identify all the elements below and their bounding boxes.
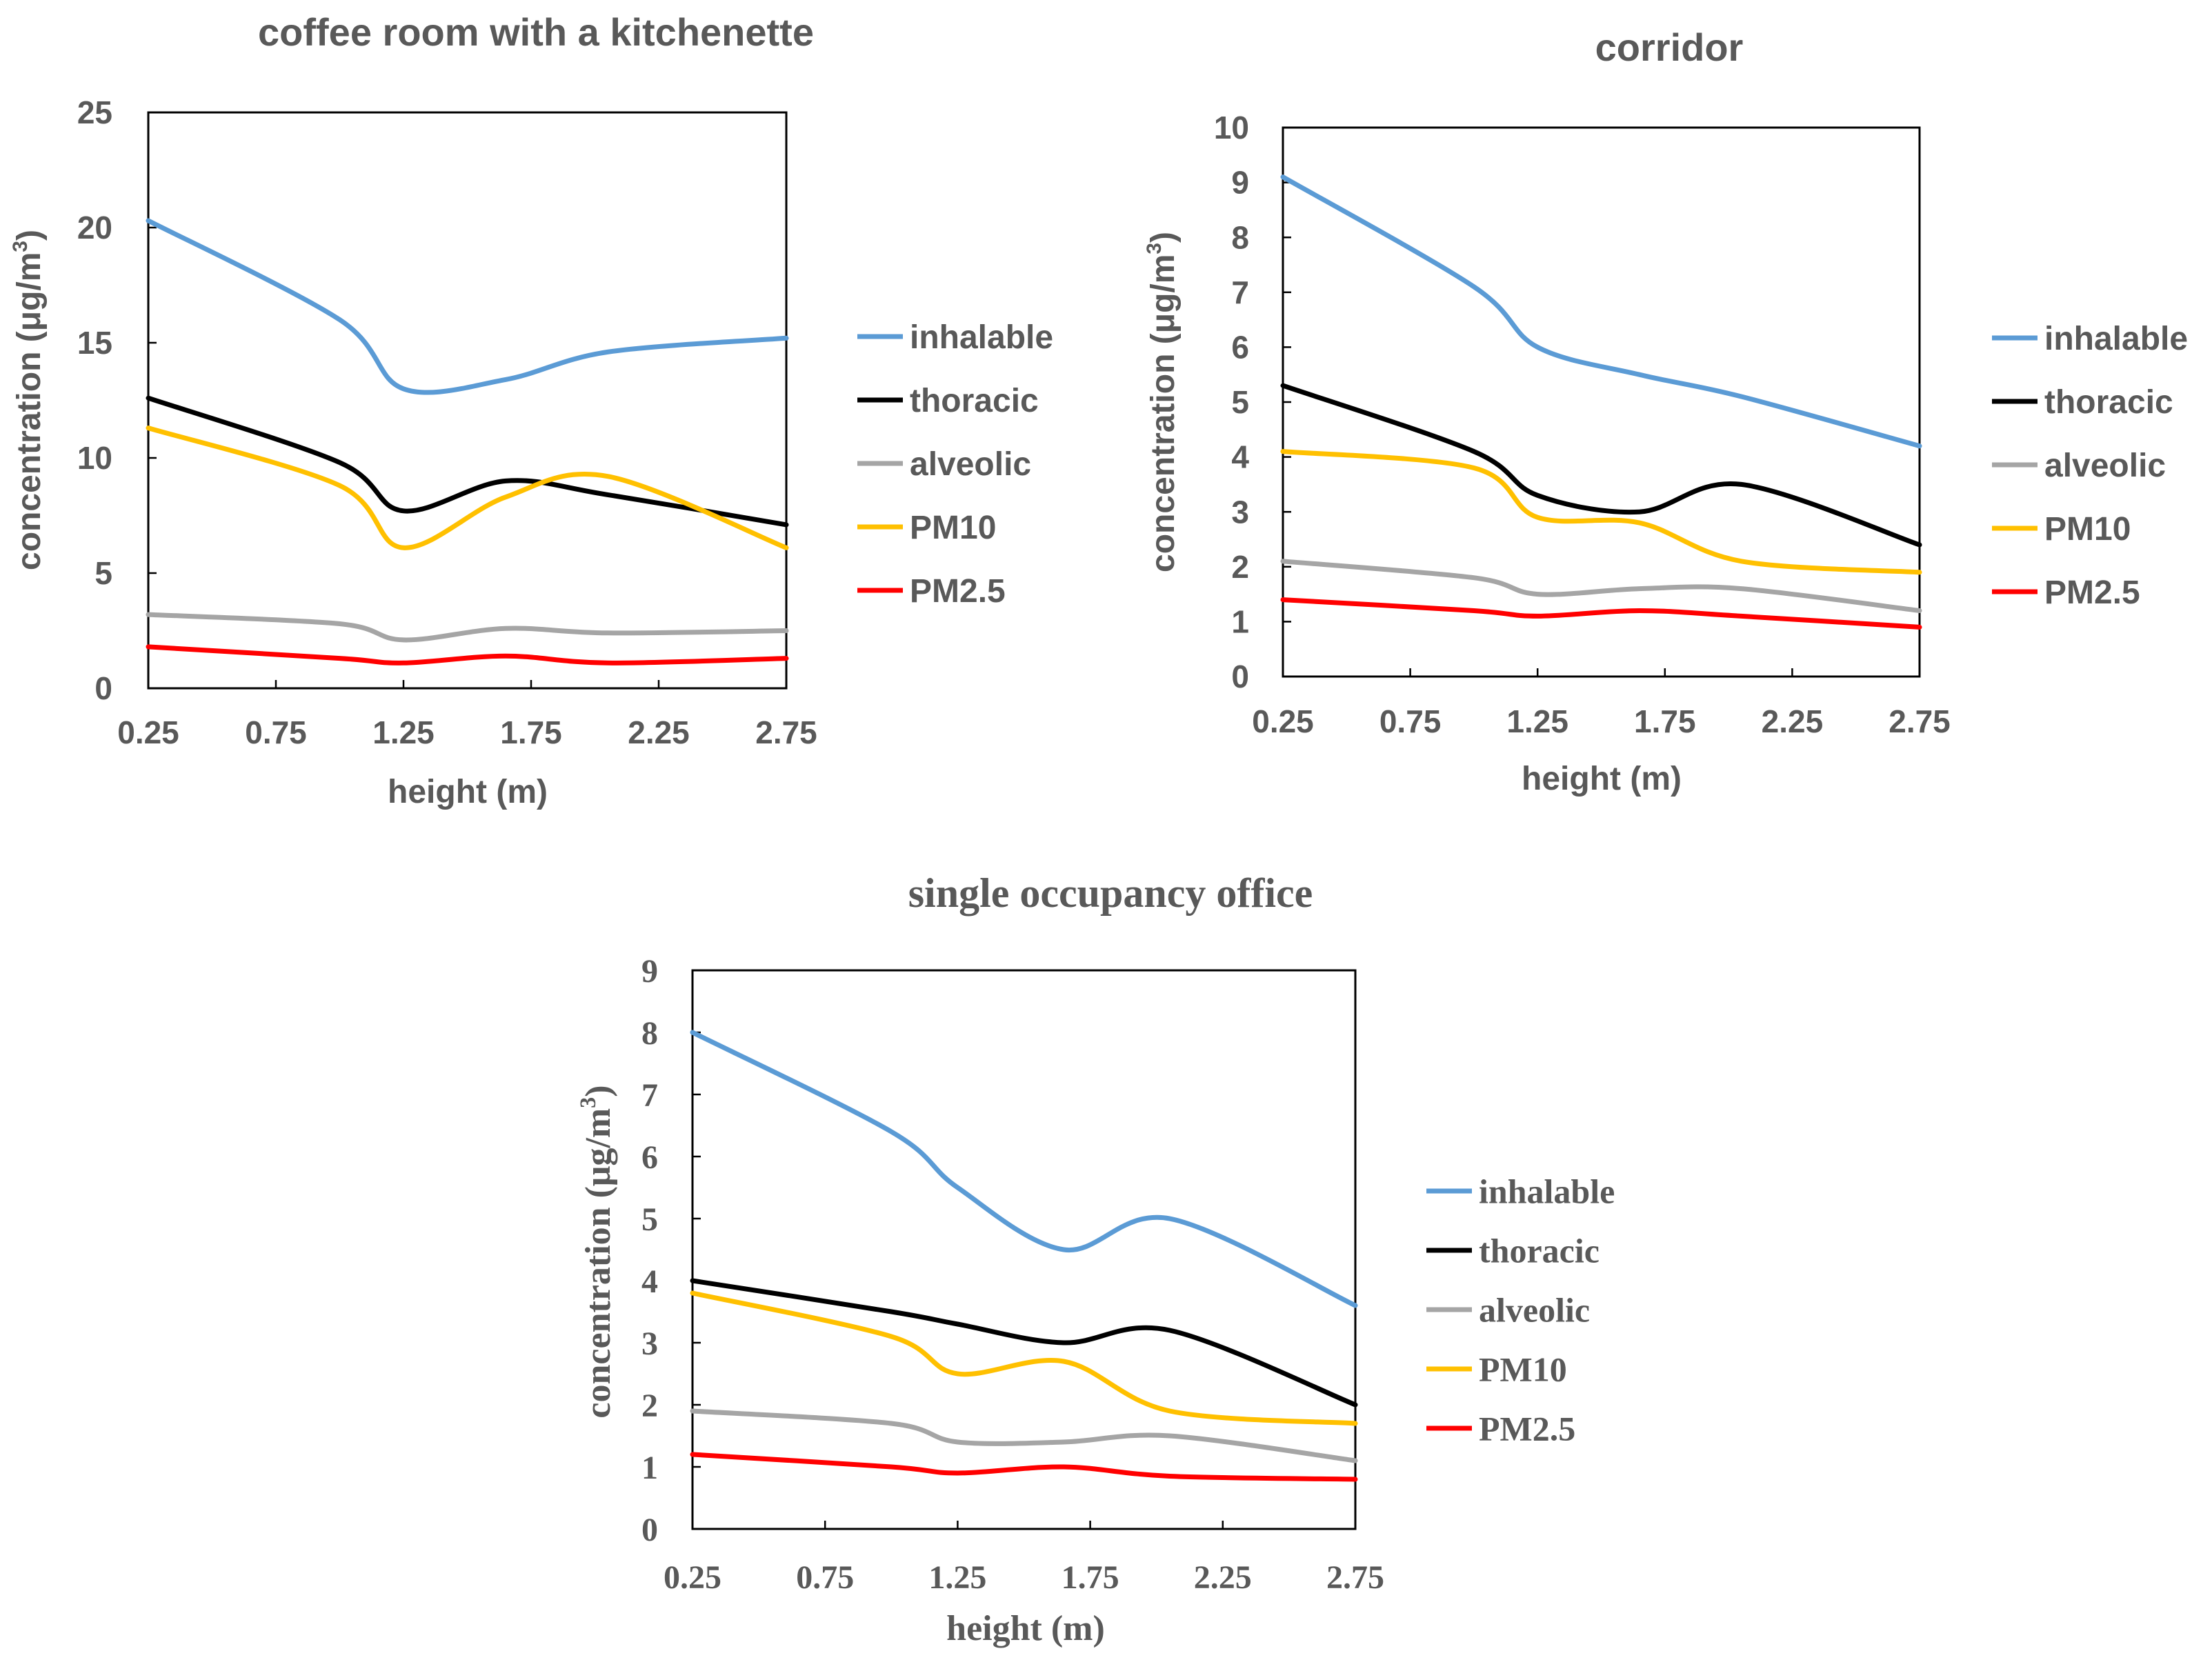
x-tick-label: 2.75 <box>1889 703 1951 739</box>
legend-label: PM2.5 <box>2044 574 2140 611</box>
y-tick-label: 9 <box>641 953 658 990</box>
series-line-alveolic <box>146 612 789 643</box>
legend-label: inhalable <box>1479 1172 1615 1211</box>
x-tick-label: 0.25 <box>664 1559 721 1596</box>
chart-panel-2: corridor 0.25 0.75 1.25 1.75 2.25 2.75 0 1 2 3 4 5 6 7… <box>1143 26 2188 797</box>
legend-label: PM10 <box>910 510 996 546</box>
x-tick-label: 0.25 <box>1252 703 1314 739</box>
series-line-thoracic <box>690 1278 1358 1408</box>
y-tick-label: 2 <box>641 1388 658 1424</box>
y-tick-label: 0 <box>1231 659 1249 694</box>
x-tick-label: 0.75 <box>245 714 307 750</box>
x-tick-label: 2.25 <box>1762 703 1824 739</box>
chart-panel-3: single occupancy office 0.25 0.75 1.25 1.75 2… <box>575 870 1615 1648</box>
plot-area-frame <box>691 969 1357 1530</box>
legend-label: thoracic <box>2044 384 2173 421</box>
y-tick-label: 0 <box>94 670 112 706</box>
y-tick-label: 5 <box>94 555 112 591</box>
chart-panel-1: coffee room with a kitchenette 0.25 0.75 1.… <box>9 10 1053 810</box>
y-tick-label: 3 <box>1231 494 1249 530</box>
x-axis-label: height (m) <box>1522 761 1682 797</box>
x-tick-label: 0.75 <box>1379 703 1442 739</box>
x-tick-label: 1.75 <box>1062 1559 1119 1596</box>
series-line-pm10 <box>146 426 789 550</box>
plot-area-frame <box>147 111 788 690</box>
series-line-pm10 <box>690 1290 1358 1426</box>
chart-title: single occupancy office <box>908 870 1313 916</box>
series-line-thoracic <box>1280 383 1922 548</box>
y-tick-label: 1 <box>1231 604 1249 640</box>
y-tick-label: 4 <box>1231 439 1249 475</box>
legend-label: PM2.5 <box>1479 1410 1575 1448</box>
x-tick-label: 1.75 <box>1634 703 1696 739</box>
y-tick-label: 15 <box>77 325 112 361</box>
y-tick-label: 25 <box>77 94 112 130</box>
y-tick-label: 3 <box>641 1325 658 1362</box>
series-line-inhalable <box>146 218 789 395</box>
series-line-alveolic <box>1280 559 1922 613</box>
y-tick-label: 6 <box>641 1139 658 1176</box>
y-tick-label: 0 <box>641 1512 658 1548</box>
x-tick-label: 1.25 <box>372 714 435 750</box>
y-tick-label: 7 <box>641 1077 658 1114</box>
y-tick-label: 4 <box>641 1263 658 1300</box>
x-tick-label: 2.75 <box>1326 1559 1384 1596</box>
legend-label: alveolic <box>1479 1291 1590 1330</box>
y-axis-label: concentration (μg/m3) <box>575 1085 618 1418</box>
y-tick-label: 1 <box>641 1450 658 1486</box>
x-tick-label: 0.25 <box>117 714 179 750</box>
x-tick-label: 2.25 <box>628 714 690 750</box>
chart-title: coffee room with a kitchenette <box>258 10 814 54</box>
legend-label: alveolic <box>2044 448 2166 484</box>
legend-label: inhalable <box>910 319 1053 356</box>
y-tick-label: 7 <box>1231 274 1249 310</box>
y-axis-label: concentration (μg/m3) <box>9 230 48 570</box>
y-tick-label: 9 <box>1231 165 1249 201</box>
legend-label: inhalable <box>2044 321 2188 357</box>
legend-label: alveolic <box>910 446 1031 483</box>
legend-label: thoracic <box>910 383 1039 419</box>
series-line-inhalable <box>690 1030 1358 1308</box>
legend-label: PM10 <box>2044 511 2131 548</box>
legend-label: thoracic <box>1479 1232 1600 1270</box>
series-line-pm10 <box>1280 449 1922 575</box>
series-line-inhalable <box>1280 174 1922 449</box>
series-line-pm25 <box>690 1452 1358 1482</box>
x-tick-label: 1.25 <box>928 1559 986 1596</box>
y-tick-label: 8 <box>641 1015 658 1052</box>
y-tick-label: 6 <box>1231 330 1249 366</box>
series-line-thoracic <box>146 395 789 528</box>
y-tick-label: 5 <box>641 1201 658 1238</box>
y-tick-label: 10 <box>77 440 112 476</box>
x-tick-label: 0.75 <box>796 1559 854 1596</box>
series-line-alveolic <box>690 1408 1358 1463</box>
x-axis-label: height (m) <box>388 774 548 810</box>
y-axis-label: concentration (μg/m3) <box>1143 232 1182 572</box>
x-tick-label: 2.25 <box>1194 1559 1252 1596</box>
plot-area-frame <box>1282 126 1921 678</box>
y-tick-label: 10 <box>1214 110 1249 146</box>
x-tick-label: 2.75 <box>755 714 817 750</box>
legend-label: PM10 <box>1479 1350 1567 1389</box>
chart-title: corridor <box>1595 26 1744 69</box>
series-line-pm25 <box>1280 597 1922 630</box>
x-axis-label: height (m) <box>946 1609 1105 1648</box>
y-tick-label: 2 <box>1231 549 1249 585</box>
series-line-pm25 <box>146 644 789 666</box>
legend-label: PM2.5 <box>910 573 1006 610</box>
x-tick-label: 1.75 <box>500 714 562 750</box>
y-tick-label: 20 <box>77 210 112 246</box>
y-tick-label: 5 <box>1231 384 1249 420</box>
x-tick-label: 1.25 <box>1506 703 1568 739</box>
y-tick-label: 8 <box>1231 219 1249 255</box>
